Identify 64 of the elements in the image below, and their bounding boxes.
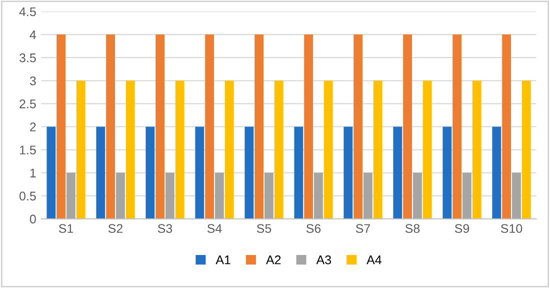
bar [522, 80, 531, 219]
bar [422, 80, 432, 219]
bar [254, 34, 264, 219]
bar [512, 172, 521, 219]
bar [165, 172, 174, 219]
bar [96, 126, 106, 219]
y-tick-label: 3 [30, 76, 36, 86]
y-tick-label: 0.5 [20, 192, 36, 200]
bar [314, 172, 323, 219]
bar [354, 34, 363, 219]
bar [146, 126, 155, 219]
bar [195, 126, 204, 219]
y-tick-label: 0 [30, 214, 36, 224]
legend-label: A1 [216, 256, 230, 264]
bar [274, 80, 284, 219]
bar [472, 80, 482, 219]
legend-label: A3 [316, 255, 331, 264]
bar [304, 34, 314, 219]
bar [76, 80, 86, 219]
bar [462, 172, 472, 219]
bar [116, 172, 125, 219]
x-tick-label: S9 [454, 224, 470, 233]
bar [373, 80, 382, 219]
x-tick-label: S8 [405, 224, 420, 233]
bar [214, 172, 224, 219]
bar [412, 172, 422, 219]
bar [363, 172, 372, 219]
bar [244, 126, 254, 219]
y-tick-label: 2.5 [20, 99, 36, 108]
bar [393, 126, 402, 219]
bar [264, 172, 274, 219]
bar [344, 126, 353, 219]
x-tick-label: S6 [306, 224, 321, 233]
bar [56, 34, 66, 219]
y-tick-label: 3.5 [19, 53, 36, 62]
y-tick-label: 2 [30, 122, 36, 132]
bar [205, 34, 214, 219]
bar [502, 34, 512, 219]
bar [492, 126, 502, 219]
bar [294, 126, 304, 219]
x-tick-label: S1 [58, 224, 74, 233]
bar [106, 34, 116, 219]
bar [156, 34, 165, 219]
y-tick-label: 1.5 [20, 146, 36, 154]
y-tick-label: 4.5 [19, 7, 36, 16]
x-tick-label: S2 [108, 224, 123, 233]
y-tick-label: 1 [30, 168, 36, 178]
bar [224, 80, 234, 219]
bar [175, 80, 184, 219]
legend-label: A4 [366, 256, 382, 264]
bar [442, 126, 452, 219]
bar [452, 34, 462, 219]
bar [66, 172, 76, 219]
x-tick-label: S10 [500, 224, 522, 233]
bar [324, 80, 333, 219]
x-tick-label: S5 [256, 224, 272, 233]
x-tick-label: S7 [356, 224, 370, 233]
y-tick-label: 4 [30, 30, 36, 40]
legend-label: A2 [266, 255, 281, 264]
x-tick-label: S4 [207, 224, 222, 233]
x-tick-label: S3 [158, 224, 172, 233]
bar [403, 34, 412, 219]
bar [126, 80, 135, 219]
bar [46, 126, 56, 219]
